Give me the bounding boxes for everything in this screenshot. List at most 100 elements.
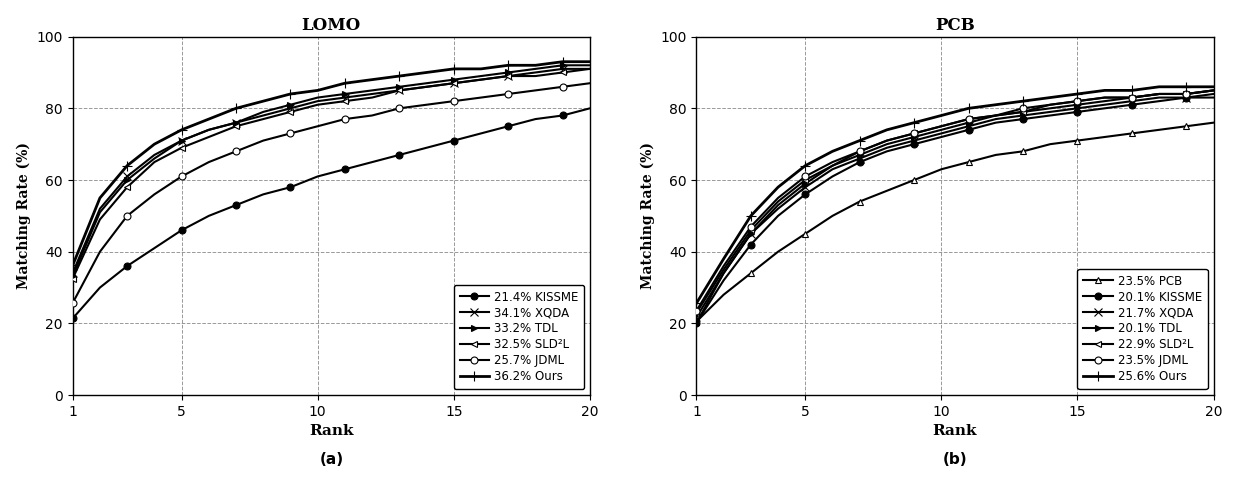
34.1% XQDA xyxy=(175,138,190,144)
33.2% TDL xyxy=(555,62,570,69)
34.1% XQDA xyxy=(229,119,244,125)
32.5% SLD²L xyxy=(446,80,461,86)
36.2% Ours xyxy=(229,105,244,111)
23.5% JDML xyxy=(743,224,758,230)
21.7% XQDA xyxy=(798,184,813,190)
20.1% TDL xyxy=(743,231,758,237)
34.1% XQDA xyxy=(555,66,570,72)
21.4% KISSME xyxy=(229,202,244,208)
32.5% SLD²L xyxy=(392,87,406,93)
32.5% SLD²L xyxy=(337,98,352,104)
32.5% SLD²L xyxy=(66,276,81,282)
21.4% KISSME xyxy=(175,227,190,233)
22.9% SLD²L xyxy=(743,227,758,233)
Line: 21.4% KISSME: 21.4% KISSME xyxy=(69,112,566,322)
Line: 20.1% TDL: 20.1% TDL xyxy=(693,91,1189,327)
23.5% JDML xyxy=(852,148,867,154)
23.5% PCB xyxy=(1016,148,1031,154)
25.7% JDML xyxy=(392,105,406,111)
23.5% PCB xyxy=(1070,138,1085,144)
Legend: 23.5% PCB, 20.1% KISSME, 21.7% XQDA, 20.1% TDL, 22.9% SLD²L, 23.5% JDML, 25.6% O: 23.5% PCB, 20.1% KISSME, 21.7% XQDA, 20.… xyxy=(1078,269,1208,389)
Line: 20.1% KISSME: 20.1% KISSME xyxy=(693,94,1189,327)
Line: 22.9% SLD²L: 22.9% SLD²L xyxy=(693,91,1189,317)
21.4% KISSME xyxy=(282,184,297,190)
25.7% JDML xyxy=(446,98,461,104)
20.1% KISSME xyxy=(852,159,867,165)
32.5% SLD²L xyxy=(282,109,297,115)
Line: 23.5% JDML: 23.5% JDML xyxy=(693,91,1189,314)
21.7% XQDA xyxy=(852,155,867,161)
Line: 21.7% XQDA: 21.7% XQDA xyxy=(693,93,1191,322)
34.1% XQDA xyxy=(282,105,297,111)
Line: 33.2% TDL: 33.2% TDL xyxy=(69,62,566,280)
21.7% XQDA xyxy=(961,123,976,129)
33.2% TDL xyxy=(175,138,190,144)
23.5% JDML xyxy=(907,131,922,137)
32.5% SLD²L xyxy=(501,73,515,79)
Line: 23.5% PCB: 23.5% PCB xyxy=(693,123,1189,325)
Line: 32.5% SLD²L: 32.5% SLD²L xyxy=(69,69,566,282)
Text: (a): (a) xyxy=(320,453,343,468)
25.6% Ours xyxy=(852,138,867,144)
32.5% SLD²L xyxy=(555,70,570,76)
25.7% JDML xyxy=(282,131,297,137)
36.2% Ours xyxy=(392,73,406,79)
32.5% SLD²L xyxy=(120,184,135,190)
25.6% Ours xyxy=(1070,91,1085,97)
20.1% KISSME xyxy=(743,241,758,247)
33.2% TDL xyxy=(229,119,244,125)
22.9% SLD²L xyxy=(852,148,867,154)
20.1% KISSME xyxy=(798,192,813,198)
25.6% Ours xyxy=(1016,98,1031,104)
36.2% Ours xyxy=(501,62,515,69)
21.7% XQDA xyxy=(743,231,758,237)
Title: PCB: PCB xyxy=(935,17,975,34)
34.1% XQDA xyxy=(337,95,352,101)
22.9% SLD²L xyxy=(1180,91,1194,97)
21.4% KISSME xyxy=(337,166,352,172)
34.1% XQDA xyxy=(501,73,515,79)
20.1% TDL xyxy=(852,152,867,158)
21.4% KISSME xyxy=(501,123,515,129)
Title: LOMO: LOMO xyxy=(301,17,361,34)
20.1% TDL xyxy=(1016,109,1031,115)
23.5% PCB xyxy=(743,270,758,276)
23.5% PCB xyxy=(689,319,704,325)
25.7% JDML xyxy=(66,300,81,306)
33.2% TDL xyxy=(501,70,515,76)
22.9% SLD²L xyxy=(961,116,976,122)
21.7% XQDA xyxy=(689,314,704,321)
21.7% XQDA xyxy=(1070,105,1085,111)
21.7% XQDA xyxy=(1125,98,1140,104)
25.7% JDML xyxy=(229,148,244,154)
21.7% XQDA xyxy=(1180,95,1194,101)
33.2% TDL xyxy=(446,77,461,83)
23.5% PCB xyxy=(1180,123,1194,129)
21.4% KISSME xyxy=(392,152,406,158)
36.2% Ours xyxy=(555,58,570,65)
X-axis label: Rank: Rank xyxy=(309,424,353,438)
25.6% Ours xyxy=(961,105,976,111)
25.7% JDML xyxy=(501,91,515,97)
Line: 25.7% JDML: 25.7% JDML xyxy=(69,83,566,306)
Line: 36.2% Ours: 36.2% Ours xyxy=(68,57,567,270)
21.4% KISSME xyxy=(66,316,81,322)
23.5% JDML xyxy=(689,308,704,314)
22.9% SLD²L xyxy=(798,177,813,183)
23.5% JDML xyxy=(1180,91,1194,97)
Line: 25.6% Ours: 25.6% Ours xyxy=(691,82,1191,308)
23.5% JDML xyxy=(961,116,976,122)
22.9% SLD²L xyxy=(1125,95,1140,101)
23.5% PCB xyxy=(798,231,813,237)
20.1% TDL xyxy=(1125,95,1140,101)
32.5% SLD²L xyxy=(229,123,244,129)
21.7% XQDA xyxy=(907,138,922,144)
21.4% KISSME xyxy=(446,138,461,144)
22.9% SLD²L xyxy=(1070,98,1085,104)
32.5% SLD²L xyxy=(175,145,190,151)
25.7% JDML xyxy=(120,213,135,219)
20.1% KISSME xyxy=(1125,102,1140,108)
23.5% JDML xyxy=(798,173,813,179)
20.1% KISSME xyxy=(1070,109,1085,115)
20.1% KISSME xyxy=(907,141,922,147)
